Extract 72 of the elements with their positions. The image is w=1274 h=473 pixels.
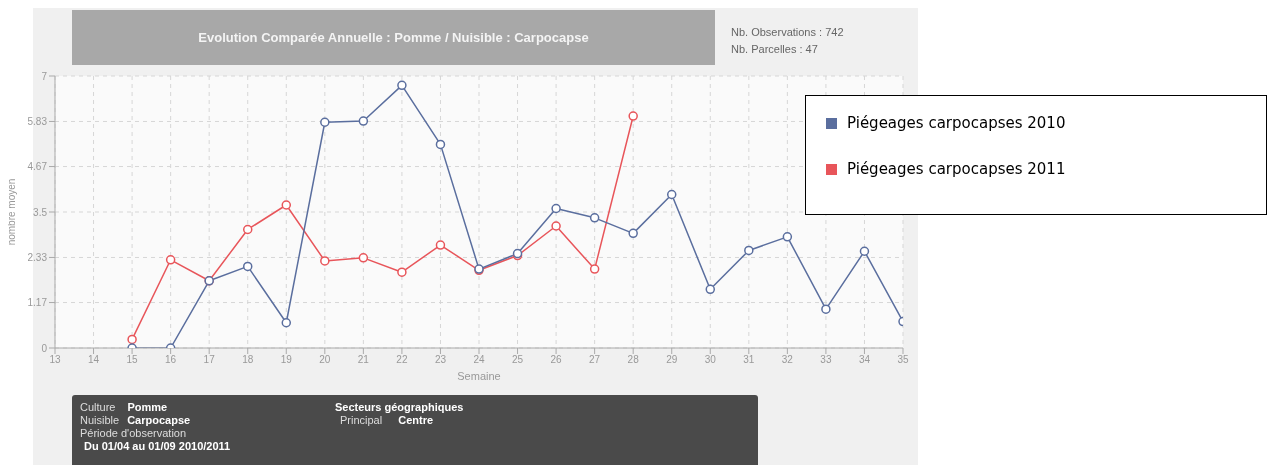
text: Nb. Observations : 742 <box>731 25 844 40</box>
x-axis-title: Semaine <box>457 370 501 382</box>
x-tick-label: 19 <box>280 354 293 366</box>
text: Carpocapse <box>127 414 191 426</box>
x-tick-label: 26 <box>550 354 563 366</box>
y-tick-label: 7 <box>41 70 48 82</box>
point <box>281 200 292 210</box>
text: Nb. Parcelles : 47 <box>731 42 819 57</box>
y-tick-label: 0 <box>41 342 48 354</box>
point <box>589 264 600 274</box>
point <box>165 255 176 265</box>
x-tick-label: 33 <box>820 354 832 366</box>
point <box>358 116 369 126</box>
point <box>859 246 870 256</box>
point <box>320 117 330 127</box>
x-tick-label: 15 <box>126 354 139 366</box>
point <box>127 334 137 345</box>
point <box>281 317 292 328</box>
point <box>435 240 446 250</box>
point <box>435 139 446 150</box>
point <box>821 304 831 314</box>
point <box>666 189 677 200</box>
text: Secteurs géographiques <box>335 401 464 413</box>
point <box>551 203 561 214</box>
text: Nuisible <box>80 414 120 426</box>
point <box>397 267 407 277</box>
x-tick-label: 30 <box>704 354 717 366</box>
legend-label: Piégeages carpocapses 2010 <box>847 114 1066 132</box>
point <box>628 111 638 121</box>
chart-title: Evolution Comparée Annuelle : Pomme / Nuisible : Carpocapse <box>72 10 715 65</box>
legend-label: Piégeages carpocapses 2011 <box>847 160 1066 178</box>
text: Pomme <box>127 401 168 413</box>
x-tick-label: 32 <box>781 354 794 366</box>
x-tick-label: 31 <box>743 354 755 366</box>
point <box>744 245 754 256</box>
x-tick-label: 23 <box>434 354 447 366</box>
x-tick-label: 34 <box>858 354 871 366</box>
y-tick-label: 3.5 <box>33 206 48 218</box>
y-tick-label: 2.33 <box>27 252 48 264</box>
x-tick-label: 14 <box>87 354 100 366</box>
x-tick-label: 27 <box>589 354 601 366</box>
y-tick-label: 4.67 <box>27 161 48 173</box>
x-tick-label: 29 <box>666 354 678 366</box>
point <box>705 284 716 295</box>
point <box>397 80 407 91</box>
x-tick-label: 35 <box>897 354 909 366</box>
x-tick-label: 22 <box>396 354 408 366</box>
x-tick-label: 24 <box>473 354 485 366</box>
point <box>589 213 600 223</box>
point <box>358 253 369 263</box>
x-tick-label: 21 <box>357 354 370 366</box>
x-tick-label: 16 <box>165 354 177 366</box>
text: Du 01/04 au 01/09 2010/2011 <box>84 440 231 452</box>
point <box>628 228 638 239</box>
x-tick-label: 13 <box>49 354 61 366</box>
y-tick-label: 5.83 <box>27 116 48 128</box>
x-tick-label: 20 <box>319 354 331 366</box>
y-axis-title: nombre moyen <box>5 178 17 246</box>
text: Culture <box>80 401 116 413</box>
x-tick-label: 17 <box>203 354 216 366</box>
point <box>551 221 561 231</box>
point <box>782 232 793 242</box>
text: Période d'observation <box>80 427 187 440</box>
point <box>242 261 253 272</box>
point <box>242 224 253 235</box>
text: Centre <box>398 414 434 426</box>
x-tick-label: 28 <box>627 354 640 366</box>
text: Principal <box>340 414 383 426</box>
y-tick-label: 1.17 <box>27 297 48 309</box>
point <box>320 256 330 266</box>
x-tick-label: 25 <box>511 354 524 366</box>
x-tick-label: 18 <box>242 354 254 366</box>
